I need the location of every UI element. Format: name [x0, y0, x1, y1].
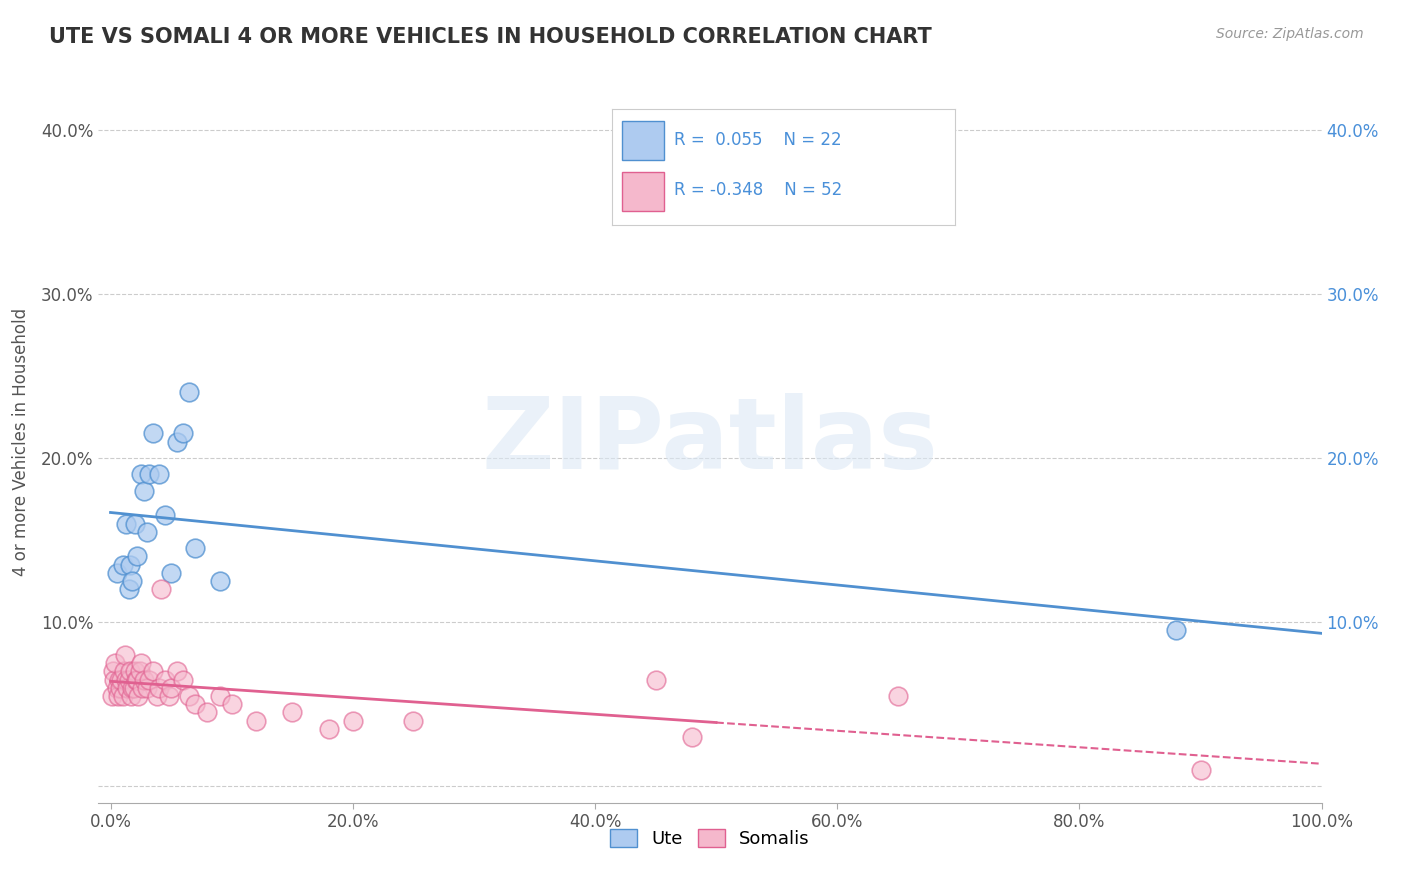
- Point: [124, 516, 146, 531]
- Point: [118, 582, 141, 597]
- Point: [1166, 624, 1188, 638]
- Point: [208, 689, 231, 703]
- Point: [111, 558, 134, 572]
- Point: [135, 524, 157, 539]
- Point: [166, 665, 188, 679]
- Point: [184, 698, 207, 712]
- Point: [402, 714, 425, 728]
- Point: [160, 566, 183, 580]
- Point: [118, 558, 141, 572]
- Point: [172, 673, 194, 687]
- Point: [197, 706, 219, 720]
- Point: [128, 665, 150, 679]
- Point: [142, 665, 165, 679]
- Point: [105, 681, 128, 695]
- Point: [138, 467, 160, 482]
- Point: [131, 681, 153, 695]
- Point: [148, 681, 170, 695]
- Point: [166, 434, 188, 449]
- Point: [124, 665, 146, 679]
- Point: [114, 648, 136, 662]
- Point: [681, 730, 703, 744]
- Point: [110, 681, 132, 695]
- Point: [127, 689, 149, 703]
- Point: [134, 483, 156, 498]
- Point: [150, 582, 173, 597]
- Point: [887, 689, 910, 703]
- Point: [221, 698, 243, 712]
- Point: [148, 467, 170, 482]
- Point: [108, 673, 131, 687]
- Point: [153, 673, 176, 687]
- Point: [104, 657, 127, 671]
- Point: [179, 689, 201, 703]
- Legend: Ute, Somalis: Ute, Somalis: [603, 822, 817, 855]
- Point: [121, 681, 143, 695]
- Point: [125, 673, 148, 687]
- Point: [245, 714, 267, 728]
- Point: [157, 689, 180, 703]
- Point: [172, 426, 194, 441]
- Point: [153, 508, 176, 523]
- Point: [115, 516, 138, 531]
- Point: [179, 385, 201, 400]
- Point: [118, 673, 141, 687]
- Point: [112, 665, 135, 679]
- Y-axis label: 4 or more Vehicles in Household: 4 or more Vehicles in Household: [11, 308, 30, 575]
- Point: [129, 657, 152, 671]
- Point: [117, 681, 139, 695]
- Point: [134, 673, 156, 687]
- Point: [101, 665, 124, 679]
- Point: [644, 673, 666, 687]
- Text: Source: ZipAtlas.com: Source: ZipAtlas.com: [1216, 27, 1364, 41]
- Point: [107, 689, 129, 703]
- Point: [142, 426, 165, 441]
- Point: [135, 681, 157, 695]
- Point: [184, 541, 207, 556]
- Point: [100, 689, 122, 703]
- Point: [281, 706, 304, 720]
- Point: [103, 673, 125, 687]
- Point: [115, 673, 138, 687]
- Point: [138, 673, 160, 687]
- Point: [120, 689, 142, 703]
- Point: [129, 467, 152, 482]
- Point: [110, 673, 132, 687]
- Point: [121, 574, 143, 588]
- Point: [318, 722, 340, 736]
- Point: [111, 689, 134, 703]
- Text: UTE VS SOMALI 4 OR MORE VEHICLES IN HOUSEHOLD CORRELATION CHART: UTE VS SOMALI 4 OR MORE VEHICLES IN HOUS…: [49, 27, 932, 46]
- Point: [342, 714, 364, 728]
- Point: [127, 673, 149, 687]
- Point: [118, 665, 141, 679]
- Point: [127, 549, 149, 564]
- Point: [160, 681, 183, 695]
- Point: [1189, 763, 1212, 777]
- Text: ZIPatlas: ZIPatlas: [482, 393, 938, 490]
- Point: [105, 566, 128, 580]
- Point: [145, 689, 167, 703]
- Point: [208, 574, 231, 588]
- Point: [122, 681, 145, 695]
